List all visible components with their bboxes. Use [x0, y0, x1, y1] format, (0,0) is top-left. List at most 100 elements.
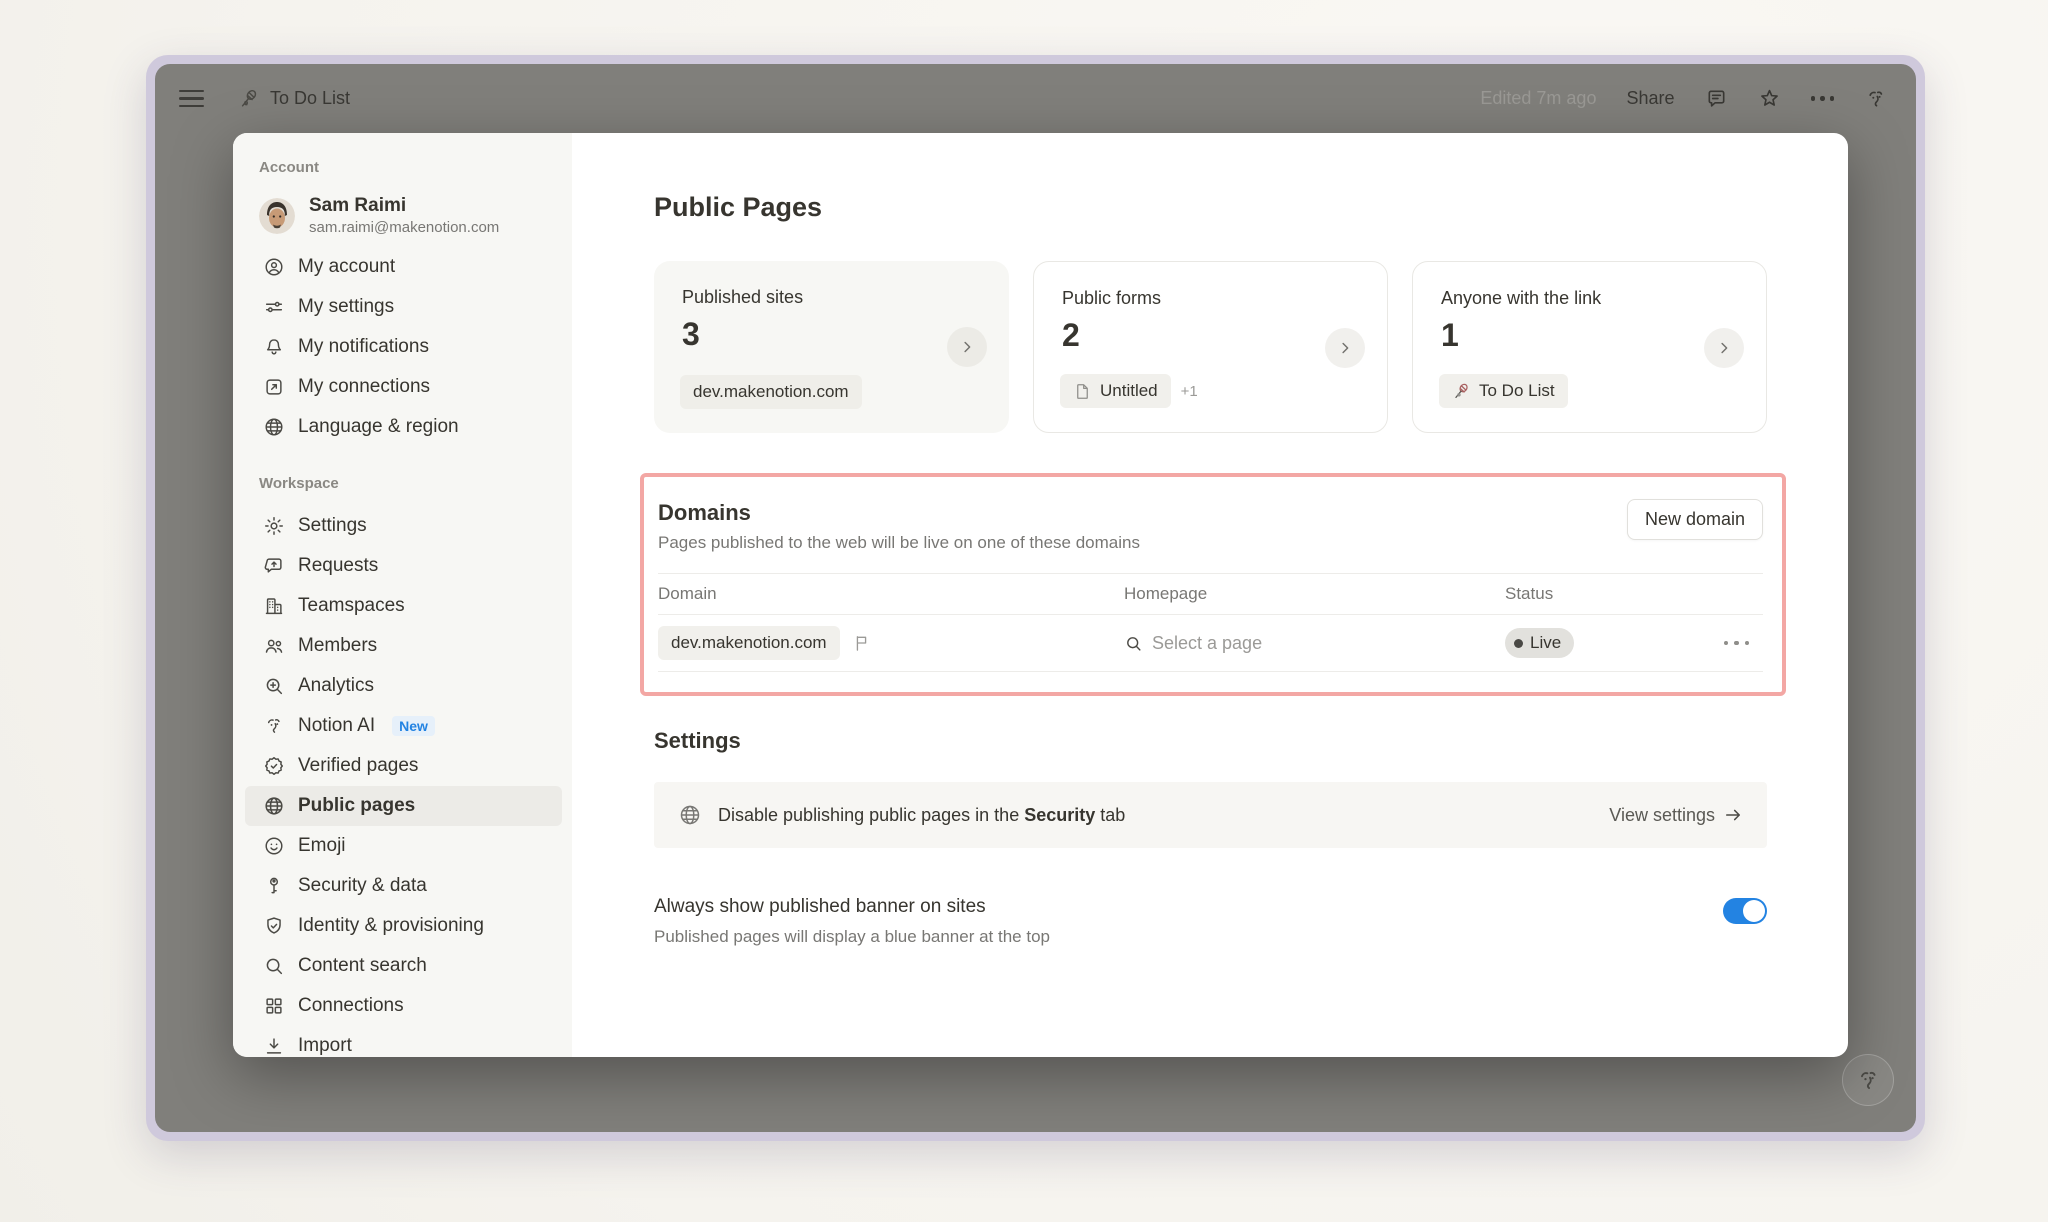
sidebar-item-label: Teamspaces	[298, 595, 405, 616]
domains-table-header: Domain Homepage Status	[658, 573, 1763, 615]
sidebar-item-my-settings[interactable]: My settings	[233, 287, 572, 327]
sidebar-item-label: Verified pages	[298, 755, 419, 776]
toggle-subtitle: Published pages will display a blue bann…	[654, 927, 1050, 946]
workspace-section-label: Workspace	[259, 475, 339, 492]
card-chip-row: Untitled +1	[1060, 374, 1198, 408]
sidebar-item-label: Identity & provisioning	[298, 915, 484, 936]
sidebar-toggle-icon[interactable]	[179, 89, 204, 108]
banner-text: Disable publishing public pages in the S…	[718, 804, 1126, 825]
smiley-icon	[263, 835, 285, 857]
bell-icon	[263, 336, 285, 358]
status-cell: Live	[1505, 628, 1763, 658]
favorite-star-icon[interactable]	[1758, 87, 1781, 110]
sidebar-item-label: Analytics	[298, 675, 375, 696]
chevron-right-icon[interactable]	[1704, 328, 1744, 368]
published-banner-toggle[interactable]	[1723, 898, 1767, 924]
toggle-texts: Always show published banner on sites Pu…	[654, 896, 1050, 947]
globe-icon	[263, 795, 285, 817]
published-sites-card[interactable]: Published sites 3 dev.makenotion.com	[654, 261, 1009, 433]
settings-sidebar: Account	[233, 133, 572, 1057]
sidebar-item-my-connections[interactable]: My connections	[233, 367, 572, 407]
domain-cell: dev.makenotion.com	[658, 626, 1124, 660]
sidebar-item-emoji[interactable]: Emoji	[233, 826, 572, 866]
more-options-icon[interactable]	[1810, 96, 1834, 101]
user-identity: Sam Raimi sam.raimi@makenotion.com	[309, 194, 499, 237]
sidebar-item-label: Notion AI	[298, 715, 376, 736]
column-status: Status	[1505, 584, 1554, 603]
notion-ai-floating-button[interactable]	[1842, 1054, 1894, 1106]
sidebar-item-label: Settings	[298, 515, 367, 536]
sidebar-item-requests[interactable]: Requests	[233, 546, 572, 586]
sidebar-item-label: My account	[298, 256, 396, 277]
sidebar-item-label: My connections	[298, 376, 431, 397]
sidebar-item-identity-provisioning[interactable]: Identity & provisioning	[233, 906, 572, 946]
key-icon	[263, 875, 285, 897]
select-page-dropdown[interactable]: Select a page	[1124, 633, 1505, 654]
card-chip-row: To Do List	[1439, 374, 1568, 408]
chip-label: To Do List	[1479, 381, 1555, 400]
sidebar-item-label: My notifications	[298, 336, 429, 357]
flag-icon[interactable]	[852, 633, 872, 653]
download-icon	[263, 1035, 285, 1057]
live-status-badge: Live	[1505, 628, 1575, 658]
magnifier-plus-icon	[263, 675, 285, 697]
card-chip-row: dev.makenotion.com	[680, 375, 862, 409]
topbar-left: To Do List	[179, 88, 350, 110]
page-title: Public Pages	[654, 192, 823, 222]
row-menu-icon[interactable]	[1723, 640, 1749, 646]
domains-section-highlighted: Domains Pages published to the web will …	[640, 473, 1786, 696]
sidebar-item-label: Emoji	[298, 835, 346, 856]
sidebar-item-public-pages[interactable]: Public pages	[245, 786, 562, 826]
sidebar-item-analytics[interactable]: Analytics	[233, 666, 572, 706]
sidebar-item-settings[interactable]: Settings	[233, 506, 572, 546]
sidebar-item-connections[interactable]: Connections	[233, 986, 572, 1026]
domain-chip[interactable]: dev.makenotion.com	[658, 626, 840, 660]
published-banner-setting-row: Always show published banner on sites Pu…	[654, 896, 1767, 947]
sidebar-item-my-notifications[interactable]: My notifications	[233, 327, 572, 367]
verified-seal-icon	[263, 755, 285, 777]
view-settings-link[interactable]: View settings	[1609, 805, 1743, 826]
comments-icon[interactable]	[1705, 87, 1728, 110]
more-count: +1	[1180, 382, 1198, 400]
globe-icon	[263, 416, 285, 438]
sidebar-item-import[interactable]: Import	[233, 1026, 572, 1057]
toggle-title: Always show published banner on sites	[654, 896, 986, 917]
live-dot-icon	[1514, 638, 1523, 648]
sidebar-item-security-data[interactable]: Security & data	[233, 866, 572, 906]
chevron-right-icon[interactable]	[1325, 328, 1365, 368]
public-forms-card[interactable]: Public forms 2 Untitled	[1033, 261, 1388, 433]
new-domain-button[interactable]: New domain	[1626, 499, 1763, 540]
share-button[interactable]: Share	[1626, 88, 1675, 108]
sidebar-item-notion-ai[interactable]: Notion AI New	[233, 706, 572, 746]
arrow-out-box-icon	[263, 376, 285, 398]
card-count: 2	[1062, 317, 1080, 353]
gear-icon	[263, 515, 285, 537]
new-badge: New	[392, 716, 435, 736]
page-chip: To Do List	[1439, 374, 1568, 408]
select-page-placeholder: Select a page	[1152, 632, 1263, 653]
account-user-row: Sam Raimi sam.raimi@makenotion.com	[233, 190, 572, 247]
settings-modal: Account	[233, 133, 1848, 1057]
notion-ai-icon[interactable]	[1864, 87, 1888, 111]
card-count: 3	[682, 316, 700, 352]
domains-subtitle: Pages published to the web will be live …	[658, 533, 1140, 552]
chevron-right-icon[interactable]	[947, 327, 987, 367]
breadcrumb[interactable]: To Do List	[238, 88, 350, 110]
homepage-cell: Select a page	[1124, 633, 1505, 654]
shield-check-icon	[263, 915, 285, 937]
sidebar-item-my-account[interactable]: My account	[233, 247, 572, 287]
account-section-label: Account	[259, 159, 319, 176]
notion-window: To Do List Edited 7m ago Share	[146, 55, 1925, 1141]
person-circle-icon	[263, 256, 285, 278]
sidebar-item-members[interactable]: Members	[233, 626, 572, 666]
dimmed-app-surface: To Do List Edited 7m ago Share	[155, 64, 1916, 1132]
user-email: sam.raimi@makenotion.com	[309, 219, 500, 236]
sidebar-item-language-region[interactable]: Language & region	[233, 407, 572, 447]
sidebar-item-verified-pages[interactable]: Verified pages	[233, 746, 572, 786]
anyone-with-link-card[interactable]: Anyone with the link 1	[1412, 261, 1767, 433]
settings-section-title: Settings	[654, 728, 741, 753]
sidebar-item-content-search[interactable]: Content search	[233, 946, 572, 986]
topbar-right: Edited 7m ago Share	[1480, 87, 1888, 111]
sidebar-item-teamspaces[interactable]: Teamspaces	[233, 586, 572, 626]
sidebar-item-label: Public pages	[298, 795, 416, 816]
